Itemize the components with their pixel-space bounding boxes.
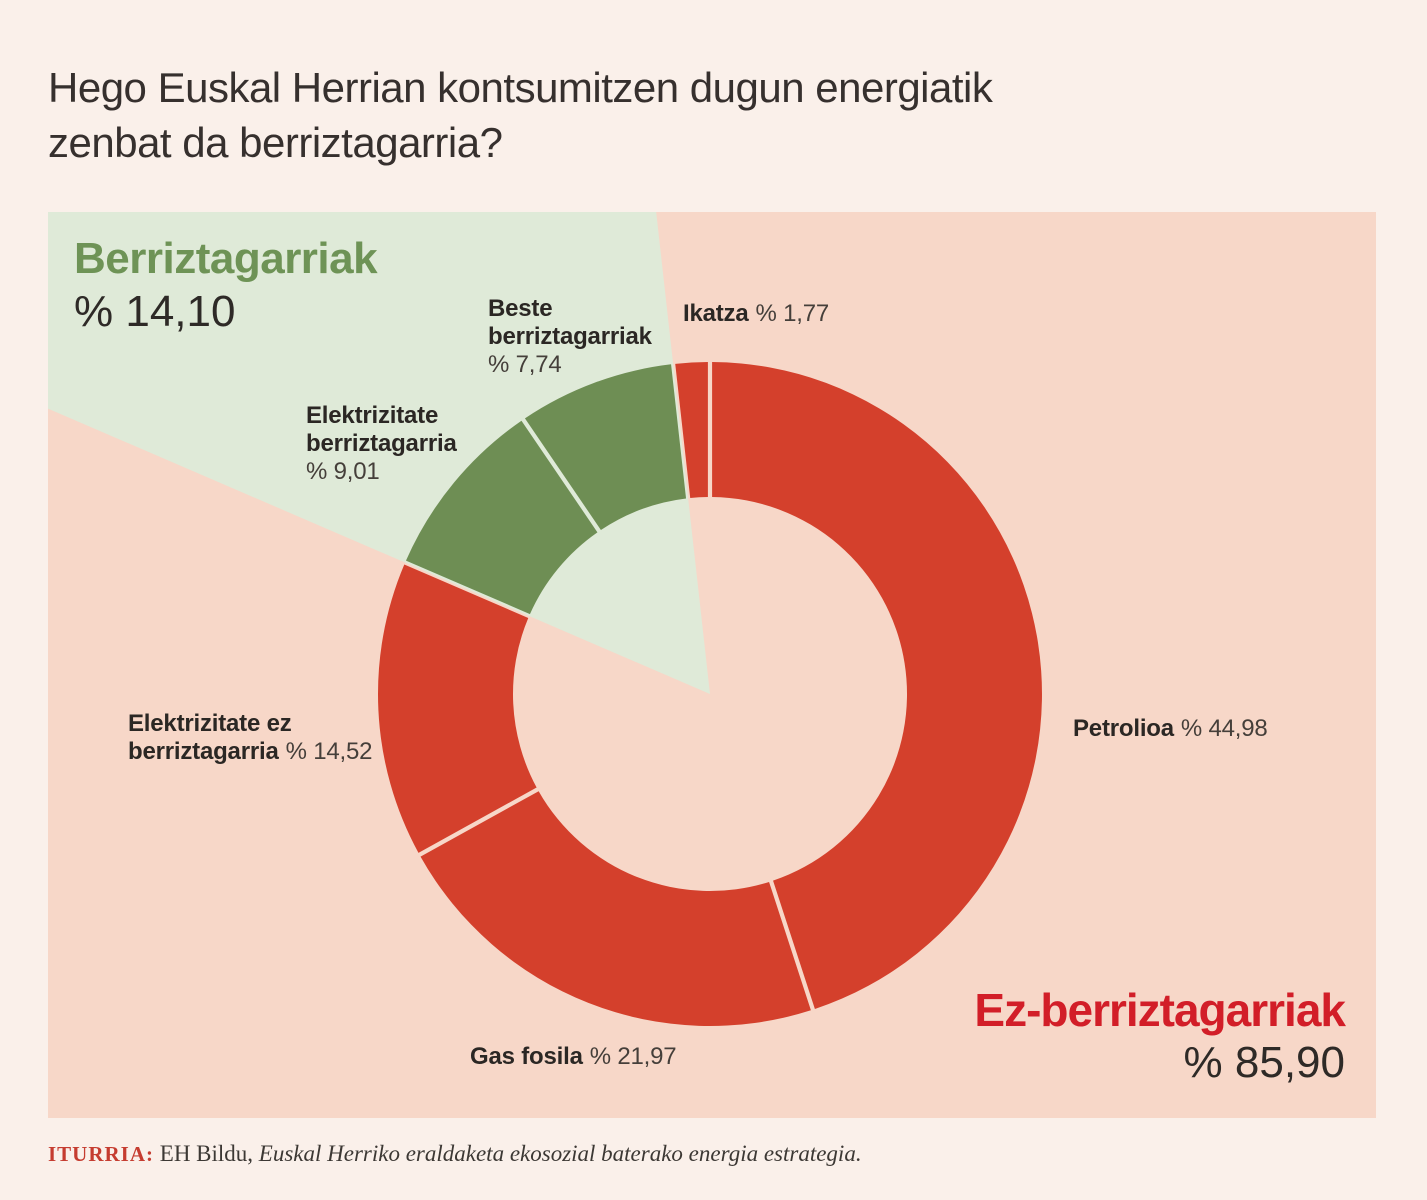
label-elektrizitate-ez-berriztagarria-name: Elektrizitate ez berriztagarria bbox=[128, 710, 292, 765]
renewables-heading: Berriztagarriak % 14,10 bbox=[74, 231, 378, 337]
label-elektrizitate-ez-berriztagarria: Elektrizitate ez berriztagarria% 14,52 bbox=[128, 710, 372, 766]
label-ikatza-name: Ikatza bbox=[683, 300, 749, 327]
label-beste-berriztagarriak-name: Beste berriztagarriak bbox=[488, 295, 652, 350]
renewables-value: % 14,10 bbox=[74, 287, 236, 336]
nonrenewables-value: % 85,90 bbox=[1183, 1038, 1345, 1087]
source-title-italic: Euskal Herriko eraldaketa ekosozial bate… bbox=[258, 1141, 862, 1166]
chart-panel: Berriztagarriak % 14,10 Beste berriztaga… bbox=[48, 212, 1376, 1118]
label-elektrizitate-berriztagarria-value: % 9,01 bbox=[306, 458, 380, 485]
donut-chart-svg bbox=[48, 212, 1376, 1118]
label-gas-fosila: Gas fosila% 21,97 bbox=[470, 1043, 677, 1071]
segment-beste-berriztagarriak bbox=[524, 364, 687, 530]
source-text: EH Bildu, bbox=[154, 1141, 259, 1166]
segment-petrolioa bbox=[712, 362, 1042, 1009]
label-gas-fosila-value: % 21,97 bbox=[589, 1043, 677, 1070]
source-line: ITURRIA: EH Bildu, Euskal Herriko eralda… bbox=[48, 1139, 862, 1169]
source-prefix: ITURRIA: bbox=[48, 1142, 155, 1166]
label-beste-berriztagarriak: Beste berriztagarriak% 7,74 bbox=[488, 295, 652, 379]
label-beste-berriztagarriak-value: % 7,74 bbox=[488, 351, 562, 378]
segment-ikatza bbox=[675, 362, 708, 498]
label-petrolioa: Petrolioa% 44,98 bbox=[1073, 715, 1268, 743]
nonrenewables-title: Ez-berriztagarriak bbox=[974, 984, 1346, 1036]
segment-elektrizitate-ez-berriztagarria bbox=[378, 564, 537, 853]
renewables-title: Berriztagarriak bbox=[74, 234, 378, 283]
label-gas-fosila-name: Gas fosila bbox=[470, 1043, 583, 1070]
label-ikatza: Ikatza% 1,77 bbox=[683, 300, 829, 328]
page-title: Hego Euskal Herrian kontsumitzen dugun e… bbox=[48, 64, 993, 166]
label-petrolioa-name: Petrolioa bbox=[1073, 715, 1174, 742]
label-elektrizitate-ez-berriztagarria-value: % 14,52 bbox=[285, 738, 373, 765]
segment-gas-fosila bbox=[420, 791, 811, 1027]
label-petrolioa-value: % 44,98 bbox=[1180, 715, 1268, 742]
segment-elektrizitate-berriztagarria bbox=[405, 420, 598, 615]
label-elektrizitate-berriztagarria: Elektrizitate berriztagarria% 9,01 bbox=[306, 402, 457, 486]
label-ikatza-value: % 1,77 bbox=[755, 300, 830, 327]
nonrenewables-heading: Ez-berriztagarriak % 85,90 bbox=[974, 982, 1346, 1088]
label-elektrizitate-berriztagarria-name: Elektrizitate berriztagarria bbox=[306, 402, 457, 457]
